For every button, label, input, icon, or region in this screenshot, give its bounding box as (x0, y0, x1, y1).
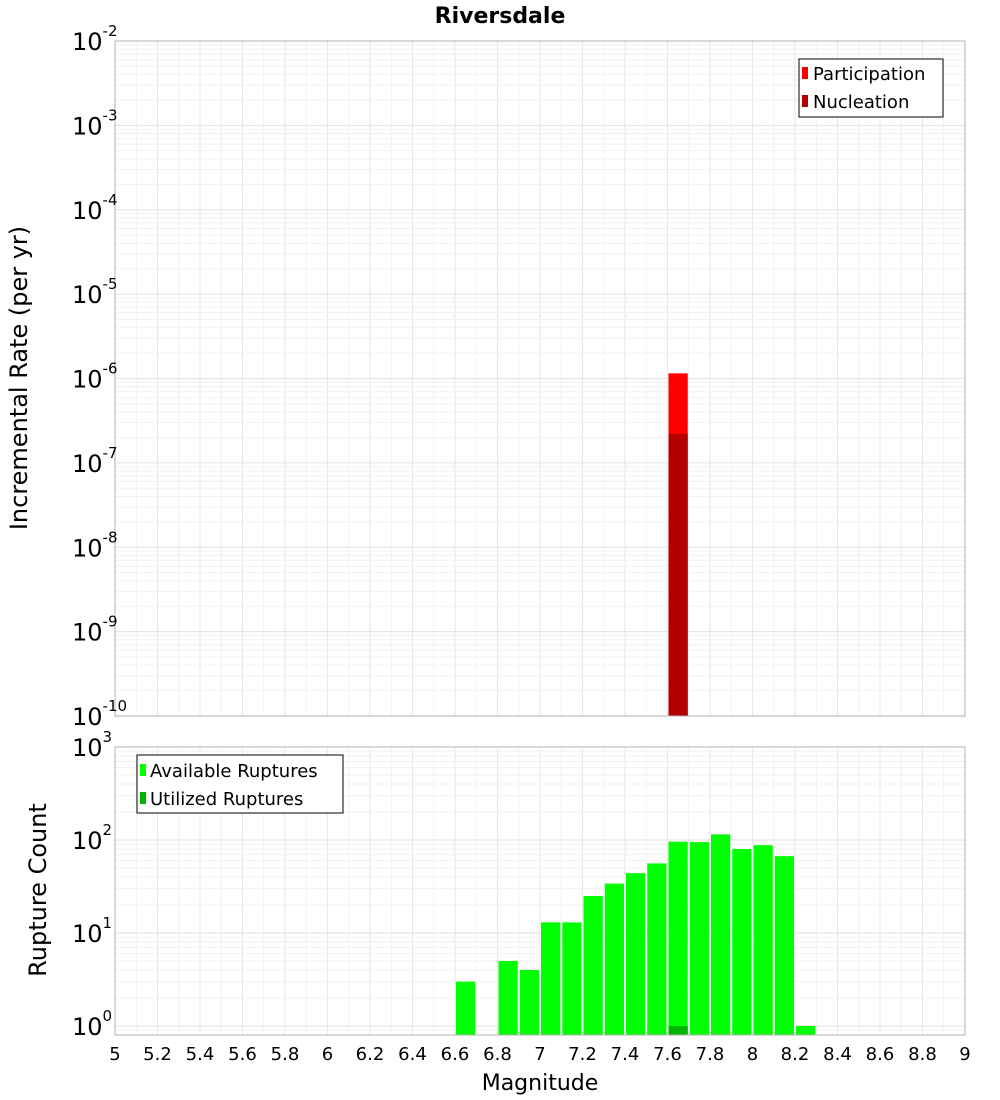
bar-available-ruptures (668, 841, 688, 1035)
top-bars (668, 373, 688, 716)
x-tick-label: 6.6 (441, 1044, 470, 1065)
bar-available-ruptures (732, 849, 752, 1035)
x-tick-label: 9 (959, 1044, 970, 1065)
top-panel: 10-10 10-9 10-8 10-7 10-6 10-5 10-4 10-3 10-2 In… (5, 22, 966, 731)
top-y-ticks: 10-10 10-9 10-8 10-7 10-6 10-5 10-4 10-3 10-2 (72, 22, 127, 731)
bar-available-ruptures (689, 842, 709, 1035)
bottom-legend: Available Ruptures Utilized Ruptures (136, 754, 344, 814)
x-tick-label: 8.2 (781, 1044, 810, 1065)
legend-label-participation: Participation (813, 64, 925, 85)
x-tick-label: 6 (322, 1044, 333, 1065)
y-tick-label: 10-6 (72, 360, 118, 394)
legend-swatch-nucleation (802, 95, 808, 107)
y-tick-label: 10-3 (72, 106, 118, 140)
y-tick-label: 102 (72, 821, 112, 855)
bar-nucleation (668, 433, 688, 716)
bottom-bars (456, 834, 816, 1035)
x-tick-label: 8.4 (823, 1044, 852, 1065)
legend-swatch-participation (802, 67, 808, 79)
x-tick-label: 7.8 (696, 1044, 725, 1065)
x-axis-label: Magnitude (482, 1071, 599, 1096)
bar-available-ruptures (519, 969, 539, 1035)
bottom-plot-border (114, 746, 966, 1036)
x-tick-label: 7.2 (568, 1044, 597, 1065)
x-tick-label: 5 (109, 1044, 120, 1065)
y-tick-label: 101 (72, 914, 112, 948)
legend-label-available: Available Ruptures (150, 761, 318, 782)
chart-title: Riversdale (435, 4, 566, 29)
x-tick-label: 5.2 (143, 1044, 172, 1065)
y-tick-label: 10-4 (72, 191, 118, 225)
bar-available-ruptures (604, 883, 624, 1035)
bar-available-ruptures (541, 922, 561, 1035)
bottom-y-ticks: 100 101 102 103 (72, 728, 112, 1041)
y-tick-label: 10-9 (72, 613, 118, 647)
x-tick-label: 7.4 (611, 1044, 640, 1065)
bar-utilized-ruptures (668, 1025, 688, 1035)
top-legend: Participation Nucleation (798, 58, 944, 118)
y-tick-label: 10-2 (72, 22, 118, 56)
bar-available-ruptures (796, 1025, 816, 1035)
x-tick-label: 6.2 (356, 1044, 385, 1065)
bar-available-ruptures (583, 895, 603, 1035)
bar-available-ruptures (626, 873, 646, 1035)
x-tick-label: 8 (747, 1044, 758, 1065)
bar-available-ruptures (774, 856, 794, 1035)
x-tick-label: 8.6 (866, 1044, 895, 1065)
x-tick-label: 5.8 (271, 1044, 300, 1065)
x-tick-label: 8.8 (908, 1044, 937, 1065)
legend-swatch-available (140, 764, 146, 776)
y-tick-label: 10-7 (72, 444, 118, 478)
x-tick-label: 7.6 (653, 1044, 682, 1065)
x-tick-label: 5.4 (186, 1044, 215, 1065)
y-tick-label: 10-10 (72, 697, 127, 731)
x-tick-label: 5.6 (228, 1044, 257, 1065)
bar-available-ruptures (647, 863, 667, 1035)
x-tick-label: 6.8 (483, 1044, 512, 1065)
bottom-panel: 100 101 102 103 5 5.2 5.4 5.6 5.8 6 6.2 6.4 6.6 6.8 7… (24, 728, 971, 1096)
top-y-axis-label: Incremental Rate (per yr) (5, 226, 33, 530)
x-tick-label: 6.4 (398, 1044, 427, 1065)
legend-label-utilized: Utilized Ruptures (150, 789, 303, 810)
bottom-legend-box (136, 754, 344, 814)
legend-label-nucleation: Nucleation (813, 92, 909, 113)
x-tick-label: 7 (534, 1044, 545, 1065)
bar-available-ruptures (456, 981, 476, 1035)
top-legend-box (798, 58, 944, 118)
bar-available-ruptures (711, 834, 731, 1035)
bar-available-ruptures (753, 845, 773, 1035)
bottom-y-axis-label: Rupture Count (24, 803, 52, 977)
bottom-x-ticks: 5 5.2 5.4 5.6 5.8 6 6.2 6.4 6.6 6.8 7 7.2 7.4 7.6 7.8 8… (109, 1044, 970, 1065)
y-tick-label: 10-8 (72, 528, 118, 562)
bar-available-ruptures (562, 922, 582, 1035)
y-tick-label: 103 (72, 728, 112, 762)
top-grid (114, 41, 966, 717)
y-tick-label: 10-5 (72, 275, 118, 309)
top-plot-border (114, 40, 966, 717)
bar-available-ruptures (498, 960, 518, 1035)
y-tick-label: 100 (72, 1007, 112, 1041)
legend-swatch-utilized (140, 792, 146, 804)
